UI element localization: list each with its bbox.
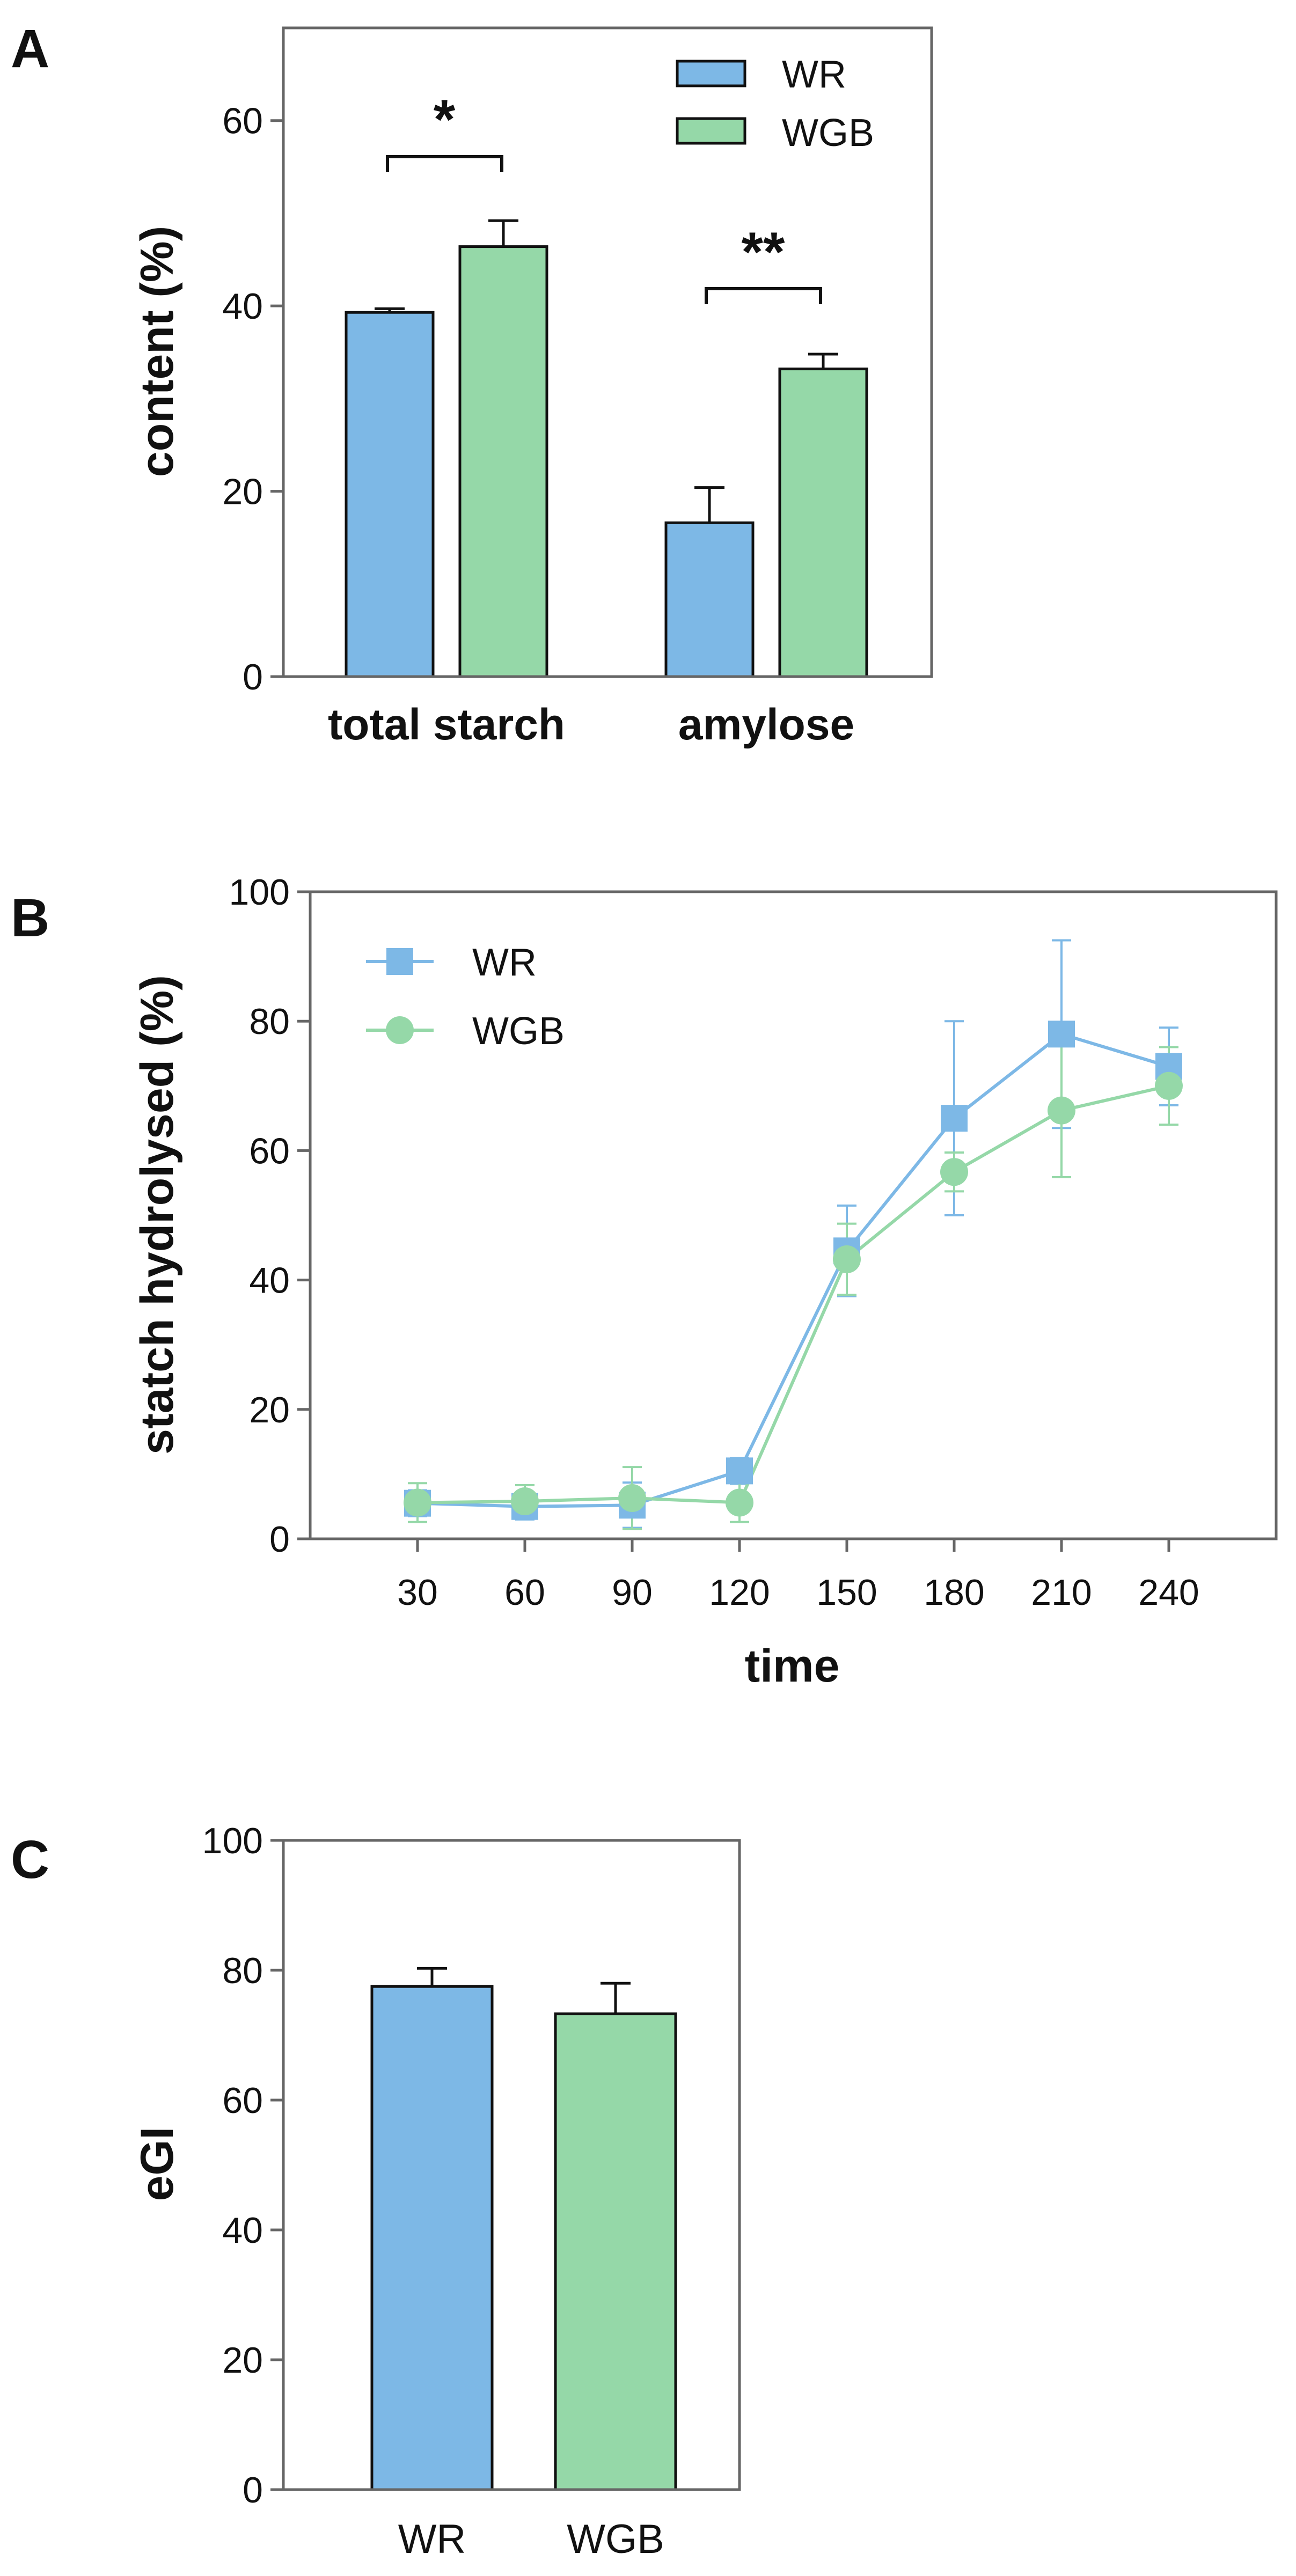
panel-b-x-axis-title: time (745, 1640, 840, 1692)
panel-c-plot-frame (282, 1839, 741, 2491)
panel-b-x-tick-label: 30 (397, 1572, 438, 1613)
panel-a-y-tick-label: 60 (222, 101, 263, 142)
legend-label-wgb-b: WGB (472, 1010, 565, 1053)
legend-marker-wr (386, 948, 413, 975)
panel-a-bar-chart: A 0 20 40 60 total starch amylose content (%)… (11, 19, 933, 749)
panel-a-significance: * ** (386, 89, 822, 304)
panel-b-y-tick-label: 100 (229, 872, 290, 913)
panel-b-point-wgb (511, 1487, 539, 1516)
panel-b-y-axis-title: statch hydrolysed (%) (131, 975, 183, 1455)
panel-a-letter: A (11, 19, 49, 79)
panel-b-y-tick-label: 20 (249, 1390, 290, 1430)
panel-a-plot-frame (282, 26, 933, 678)
panel-b-y-tick-label: 40 (249, 1260, 290, 1301)
panel-b-point-wgb (1048, 1096, 1075, 1125)
legend-swatch-wr (676, 60, 746, 87)
panel-c-bar-wgb (554, 2012, 677, 2491)
panel-b-point-wr (1048, 1021, 1075, 1048)
panel-a-legend: WR WGB (676, 53, 874, 155)
panel-a-bar-wr-0 (345, 311, 435, 678)
panel-a-category-label: amylose (678, 700, 854, 749)
significance-mark-total-starch: * (434, 89, 456, 151)
panel-a-bar-wgb-0 (458, 245, 548, 678)
panel-c-category-label: WGB (567, 2516, 664, 2562)
significance-bracket-total-starch (386, 155, 503, 172)
panel-c-y-tick-label: 20 (222, 2340, 263, 2381)
panel-a-bar-wgb-1 (778, 368, 868, 678)
panel-c-letter: C (11, 1830, 49, 1890)
panel-c-bar-chart: C 0 20 40 60 80 100 WR WGB eGI (11, 1821, 741, 2562)
panel-c-category-label: WR (398, 2516, 466, 2562)
significance-mark-amylose: ** (742, 221, 785, 283)
panel-c-y-tick-label: 100 (202, 1821, 263, 1861)
panel-c-y-tick-label: 80 (222, 1950, 263, 1991)
panel-b-y-tick-label: 80 (249, 1001, 290, 1042)
legend-marker-wgb (386, 1016, 414, 1044)
legend-label-wr-b: WR (472, 941, 537, 984)
legend-swatch-wgb (676, 117, 746, 145)
panel-b-point-wr (726, 1457, 753, 1485)
legend-label-wgb: WGB (782, 112, 874, 155)
panel-b-point-wgb (404, 1488, 431, 1517)
panel-b-x-tick-label: 210 (1031, 1572, 1092, 1613)
panel-b-x-tick-label: 240 (1138, 1572, 1199, 1613)
panel-a-bar-wr-1 (664, 521, 755, 678)
panel-b-series-line-wr (417, 1032, 1169, 1508)
panel-b-point-wgb (1155, 1072, 1183, 1100)
panel-b-point-wgb (726, 1488, 753, 1517)
panel-b-x-tick-label: 120 (709, 1572, 770, 1613)
panel-c-y-axis-title: eGI (131, 2127, 183, 2201)
panel-b-point-wr (941, 1105, 968, 1132)
panel-c-y-tick-label: 0 (243, 2470, 263, 2511)
panel-b-y-tick-label: 0 (269, 1519, 290, 1560)
panel-b-letter: B (11, 888, 49, 948)
panel-b-point-wgb (833, 1245, 861, 1274)
panel-b-legend: WR WGB (366, 941, 565, 1053)
panel-a-y-tick-label: 0 (243, 657, 263, 698)
panel-c-bar-wr (370, 1985, 494, 2491)
panel-a-y-tick-label: 20 (222, 472, 263, 512)
panel-b-plot-frame (309, 890, 1278, 1540)
legend-label-wr: WR (782, 53, 846, 96)
panel-b-x-tick-label: 60 (504, 1572, 545, 1613)
panel-c-y-tick-label: 60 (222, 2080, 263, 2121)
panel-b-x-tick-label: 90 (612, 1572, 653, 1613)
panel-a-y-axis-title: content (%) (131, 226, 183, 477)
panel-a-category-label: total starch (328, 700, 565, 749)
panel-b-series-line-wgb (417, 1084, 1169, 1504)
panel-b-x-tick-label: 150 (816, 1572, 877, 1613)
panel-b-line-chart: B 0 20 40 60 80 100 30 60 90 120 150 180 210 240 stat… (11, 872, 1278, 1692)
significance-bracket-amylose (705, 287, 822, 304)
panel-b-point-wgb (618, 1484, 646, 1513)
panel-a-y-tick-label: 40 (222, 286, 263, 327)
panel-b-y-tick-label: 60 (249, 1131, 290, 1171)
panel-b-x-tick-label: 180 (924, 1572, 984, 1613)
panel-b-point-wgb (940, 1158, 968, 1186)
panel-c-y-tick-label: 40 (222, 2210, 263, 2251)
